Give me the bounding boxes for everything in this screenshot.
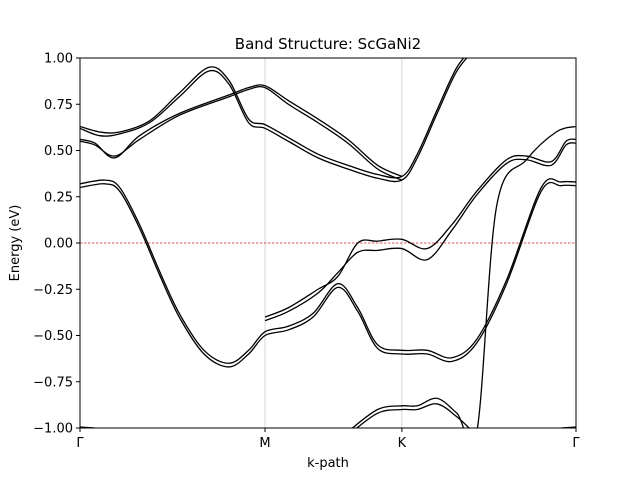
y-tick-label-6: 0.50 [44, 144, 73, 159]
band-3 [80, 84, 403, 177]
band-10 [355, 403, 471, 428]
y-tick-label-1: −0.75 [33, 375, 73, 390]
x-tick-label-2: K [398, 436, 407, 451]
y-tick-label-2: −0.50 [33, 329, 73, 344]
x-axis-label: k-path [307, 456, 349, 471]
band-9 [351, 125, 576, 428]
y-tick-label-4: 0.00 [44, 237, 73, 252]
band-6 [80, 181, 576, 368]
band-2 [80, 58, 468, 183]
band-4 [80, 85, 403, 181]
y-tick-label-3: −0.25 [33, 283, 73, 298]
y-axis-label: Energy (eV) [8, 205, 23, 282]
x-tick-label-0: Γ [76, 436, 84, 451]
y-tick-label-8: 1.00 [44, 52, 73, 67]
y-tick-label-0: −1.00 [33, 422, 73, 437]
x-tick-label-3: Γ [572, 436, 580, 451]
band-1 [80, 58, 465, 179]
chart-title: Band Structure: ScGaNi2 [235, 35, 421, 53]
x-tick-label-1: M [259, 436, 270, 451]
y-axis-ticks: −1.00 −0.75 −0.50 −0.25 0.00 0.25 0.50 0.75 1.00 [33, 52, 80, 437]
y-tick-label-5: 0.25 [44, 190, 73, 205]
band-lines [80, 58, 576, 428]
y-tick-label-7: 0.75 [44, 98, 73, 113]
band-7 [264, 138, 576, 318]
band-8 [264, 142, 576, 322]
band-5 [80, 178, 576, 364]
